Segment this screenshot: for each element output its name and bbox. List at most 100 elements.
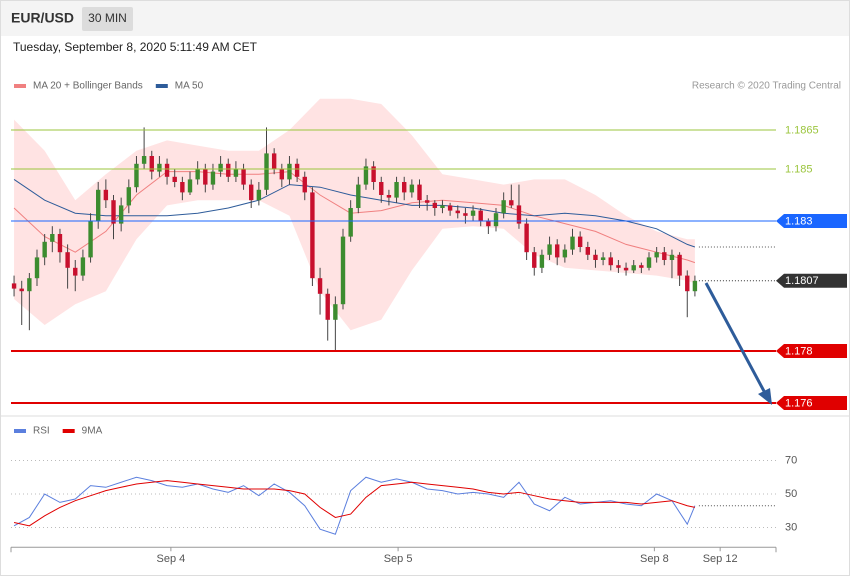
candle-body — [42, 241, 47, 258]
candle-body — [218, 163, 223, 172]
candle-body — [593, 254, 598, 260]
plot-area — [11, 98, 698, 351]
candle-body — [348, 208, 353, 237]
candle-body — [669, 254, 675, 260]
candle-body — [417, 184, 422, 201]
candle-body — [577, 236, 583, 247]
level-label: 1.185 — [785, 163, 813, 175]
candle-body — [501, 200, 506, 214]
candle-body — [639, 265, 644, 268]
candle-body — [271, 153, 277, 169]
rsi-line — [13, 480, 696, 527]
candle-body — [356, 184, 361, 208]
candle-body — [27, 278, 32, 292]
candle-body — [570, 236, 575, 250]
candle-body — [65, 252, 70, 268]
candle-body — [126, 187, 132, 206]
level-label: 1.1865 — [785, 124, 819, 136]
legend-label: MA 20 + Bollinger Bands — [33, 81, 143, 92]
price-panel: MA 20 + Bollinger Bands MA 50 1.1865 1.185 1… — [11, 81, 847, 410]
candle-body — [340, 236, 346, 305]
candle-body — [103, 189, 109, 201]
legend-label: RSI — [33, 426, 50, 437]
candle-body — [692, 280, 698, 292]
candle-body — [96, 189, 101, 221]
ma50-line — [13, 178, 696, 248]
candle-body — [80, 257, 86, 276]
y-tick-label: 70 — [785, 454, 797, 466]
rsi-line — [13, 476, 696, 535]
timestamp: Tuesday, September 8, 2020 5:11:49 AM CE… — [13, 40, 258, 54]
candle-body — [631, 265, 636, 271]
candle-body — [19, 288, 24, 292]
candle-body — [157, 163, 162, 172]
candle-body — [532, 252, 537, 268]
credit: Research © 2020 Trading Central — [692, 81, 841, 92]
rsi-panel: RSI 9MA 30 50 70 Sep 4 Sep 5 Sep 8 Sep 12 — [10, 426, 797, 565]
candle-body — [677, 254, 682, 276]
level-tag — [776, 396, 847, 410]
forecast-arrow — [704, 282, 772, 405]
timeframe[interactable]: 30 MIN — [88, 11, 127, 25]
candle-body — [34, 257, 40, 279]
candle-body — [294, 163, 300, 177]
candle-body — [478, 210, 483, 221]
candle-body — [555, 244, 560, 258]
candle-body — [646, 257, 652, 268]
candle-body — [562, 249, 568, 258]
candle-body — [685, 275, 690, 292]
level-label: 1.1807 — [785, 275, 819, 287]
candle-body — [432, 202, 438, 208]
candle-body — [233, 169, 239, 177]
candle-body — [654, 252, 659, 258]
candle-body — [516, 205, 522, 224]
candle-body — [524, 223, 529, 253]
candle-body — [386, 195, 392, 198]
legend-swatch — [14, 84, 26, 88]
level-label: 1.178 — [785, 345, 813, 357]
candle-body — [164, 163, 170, 177]
legend-swatch — [14, 429, 26, 433]
candle-body — [249, 184, 254, 201]
candle-body — [470, 210, 476, 216]
candle-body — [141, 156, 147, 164]
candle-body — [57, 234, 63, 253]
candle-body — [88, 221, 93, 258]
candle-body — [333, 304, 338, 320]
candle-body — [662, 252, 667, 260]
level-tag — [776, 344, 847, 358]
candle-body — [241, 169, 246, 185]
x-tick-label: Sep 5 — [384, 553, 413, 565]
legend-swatch — [155, 84, 168, 88]
timeframe-button[interactable] — [82, 7, 133, 31]
x-tick-label: Sep 4 — [157, 553, 186, 565]
candle-body — [539, 254, 545, 268]
candle-body — [264, 153, 269, 190]
candle-body — [463, 213, 468, 216]
candle-body — [134, 163, 139, 188]
x-tick-label: Sep 8 — [640, 553, 669, 565]
candle-body — [50, 234, 55, 242]
candle-body — [424, 200, 430, 203]
candle-body — [287, 163, 292, 180]
level-tag — [776, 273, 847, 288]
candle-body — [317, 278, 323, 294]
bollinger-band — [14, 98, 695, 331]
candle-body — [409, 184, 415, 193]
header-bar — [1, 1, 849, 36]
candle-body — [440, 205, 445, 208]
candle-body — [203, 169, 208, 185]
candle-body — [180, 182, 185, 193]
candle-body — [172, 176, 177, 182]
legend-label: 9MA — [82, 426, 103, 437]
candle-body — [118, 205, 124, 224]
candle-body — [310, 192, 315, 279]
candle-body — [379, 182, 384, 195]
candle-body — [363, 166, 369, 185]
level-tag — [776, 214, 847, 228]
candle-body — [195, 169, 200, 180]
candle-body — [447, 205, 453, 211]
candle-body — [608, 257, 613, 266]
level-label: 1.176 — [785, 397, 813, 409]
